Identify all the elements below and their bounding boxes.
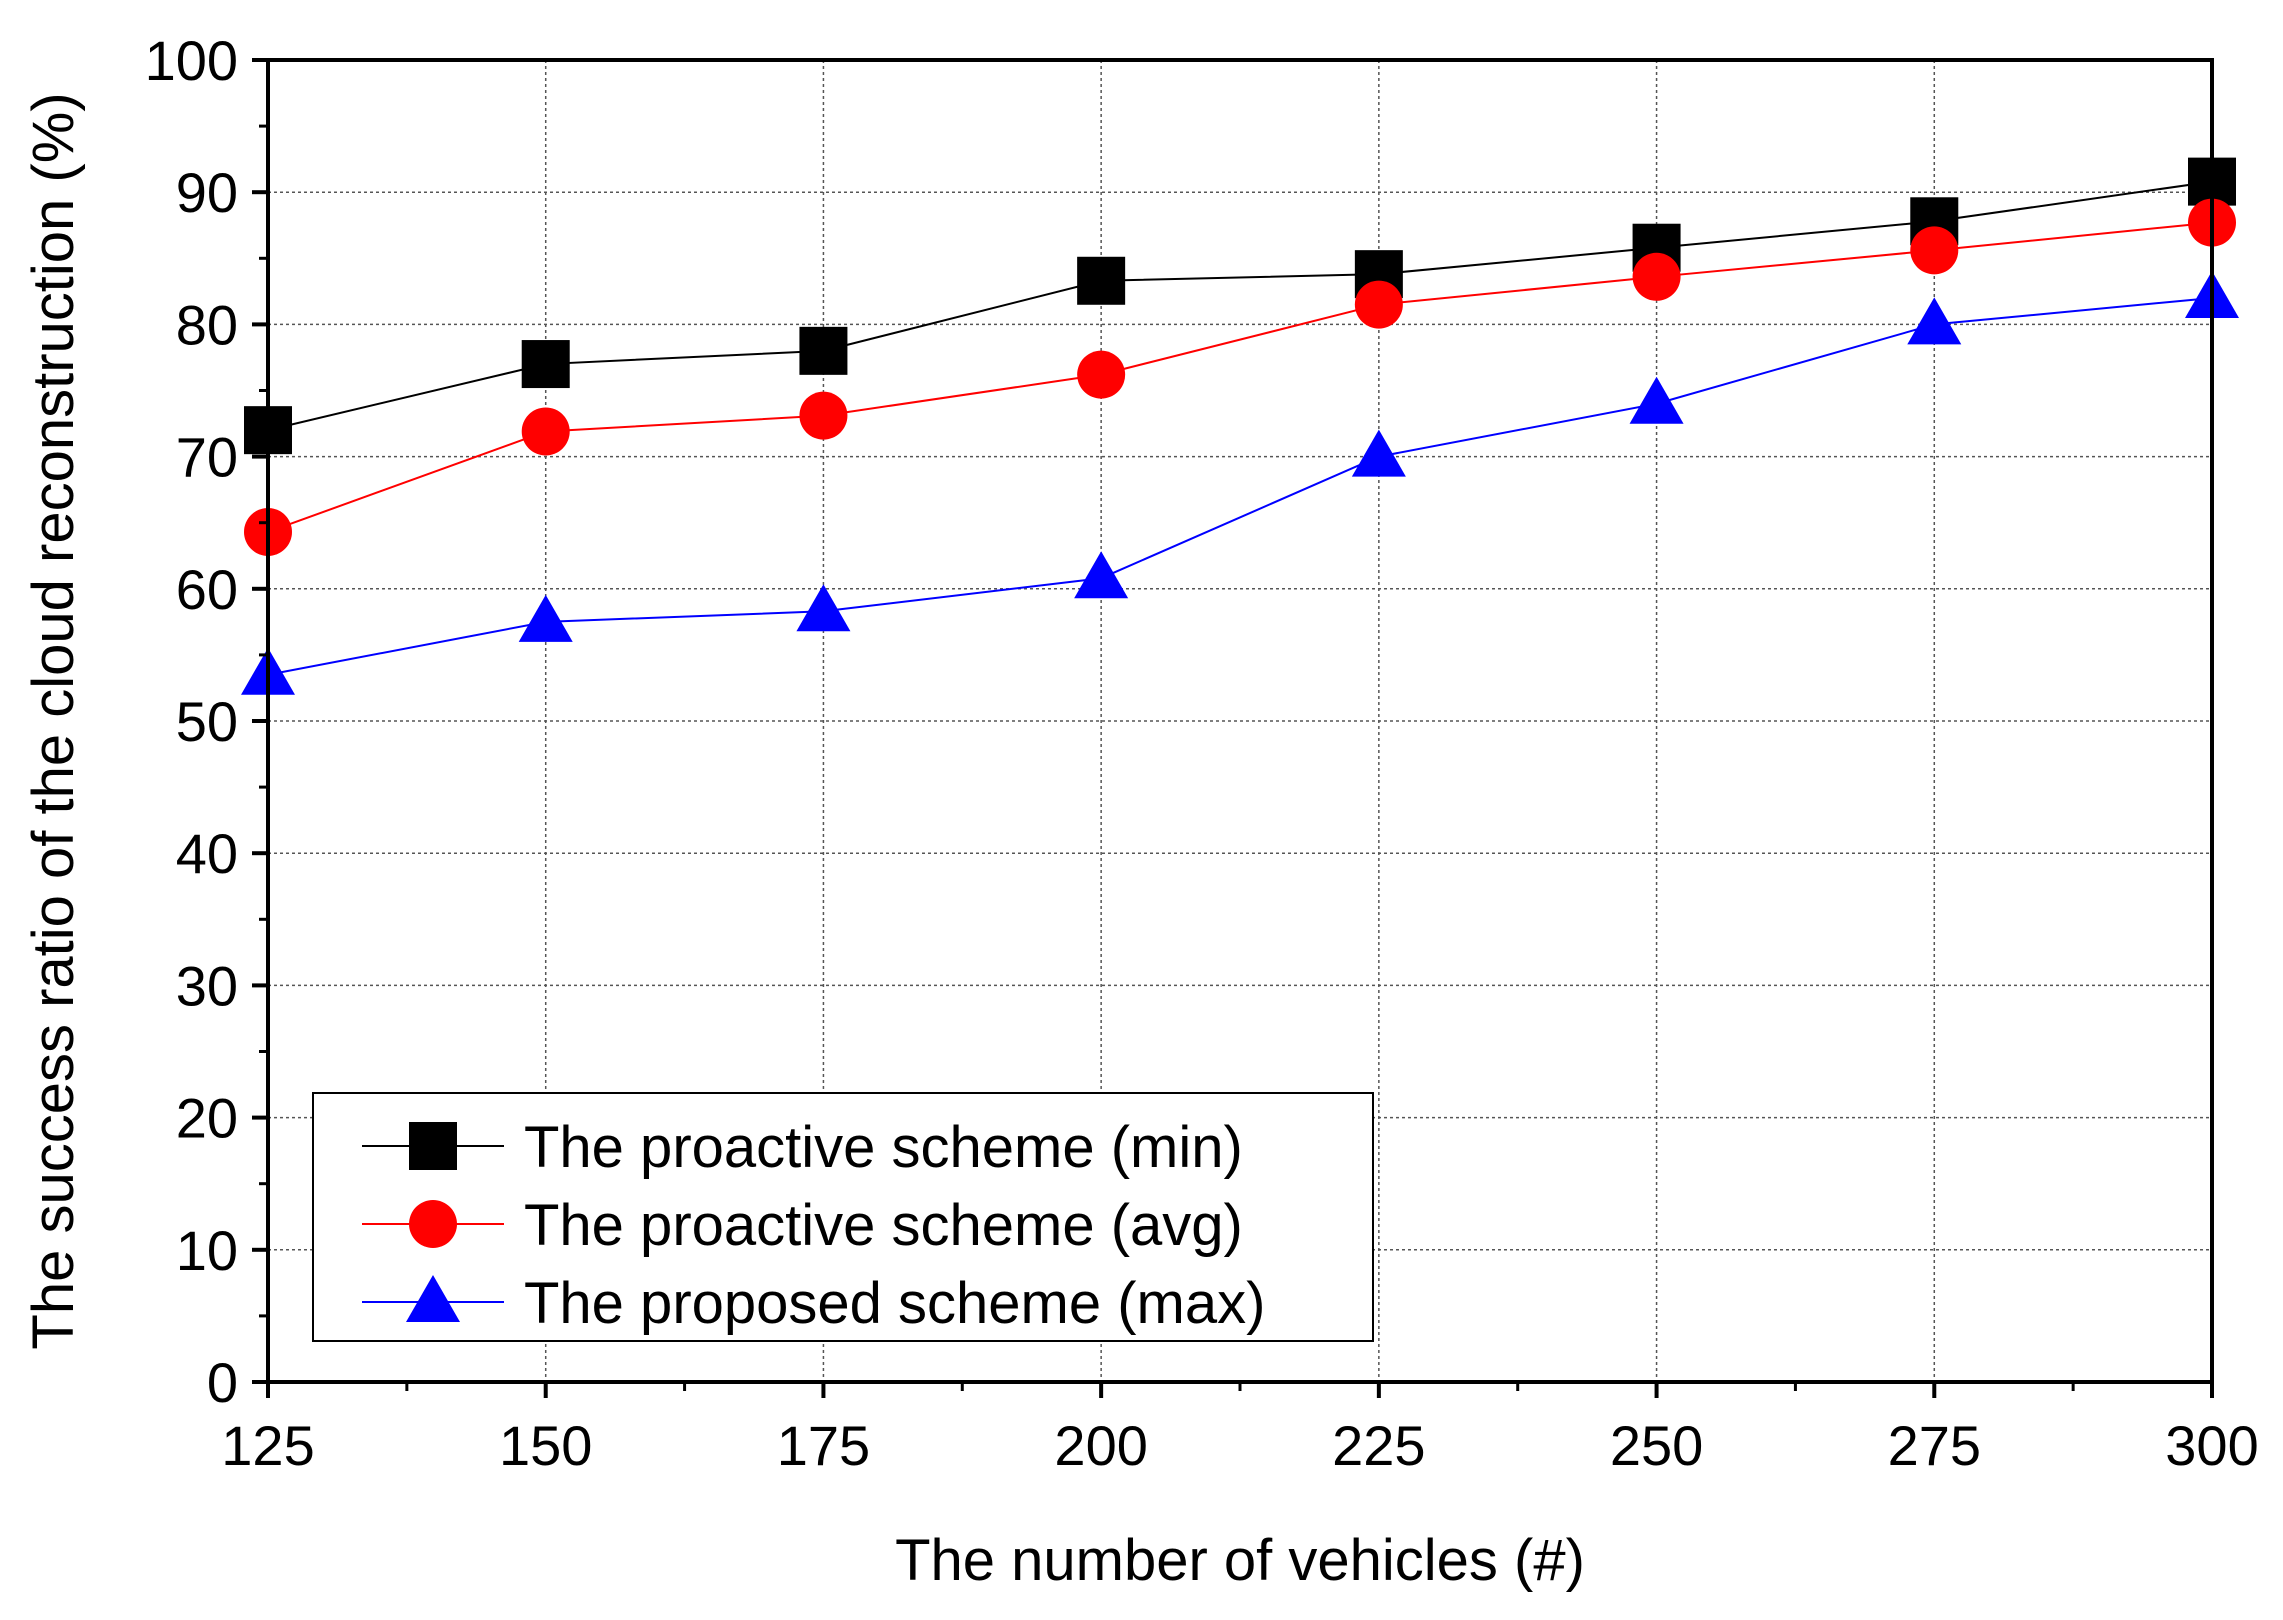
- series-2-point: [1910, 226, 1959, 275]
- series-2-point: [1632, 252, 1681, 301]
- legend-label: The proactive scheme (avg): [524, 1193, 1243, 1258]
- series-2: [244, 198, 2236, 556]
- legend: The proactive scheme (min) The proactive …: [312, 1092, 1374, 1342]
- x-axis-label: The number of vehicles (#): [895, 1528, 1585, 1593]
- y-tick-label: 80: [176, 293, 238, 356]
- series-3-point: [1351, 429, 1406, 477]
- series-1-line: [267, 180, 2213, 432]
- y-tick-label: 70: [176, 426, 238, 489]
- legend-item-1: The proactive scheme (min): [362, 1115, 1243, 1180]
- series-3-line: [267, 296, 2213, 676]
- y-tick-label: 40: [176, 822, 238, 885]
- series-1-point: [521, 340, 570, 389]
- x-tick-label: 175: [777, 1414, 870, 1477]
- series-2-point: [1354, 280, 1403, 329]
- series-1-point: [799, 326, 848, 375]
- legend-item-3: The proposed scheme (max): [362, 1271, 1265, 1336]
- y-tick-label: 50: [176, 690, 238, 753]
- series-2-line: [267, 221, 2213, 533]
- x-tick-label: 250: [1610, 1414, 1703, 1477]
- tick-labels: 125 150 175 200 225 250 275 300 0 10 20 30 40 50 60 70 8…: [145, 29, 2259, 1477]
- series-1-point: [1077, 256, 1126, 305]
- y-tick-label: 20: [176, 1087, 238, 1150]
- legend-box: [312, 1092, 1374, 1342]
- y-tick-label: 90: [176, 161, 238, 224]
- legend-marker: [406, 1275, 460, 1322]
- y-tick-label: 10: [176, 1219, 238, 1282]
- x-tick-label: 225: [1332, 1414, 1425, 1477]
- axis-ticks: [252, 58, 2214, 1398]
- series-3-point: [1629, 376, 1684, 424]
- series-3-point: [1907, 297, 1962, 345]
- legend-label: The proposed scheme (max): [524, 1271, 1265, 1336]
- y-tick-label: 60: [176, 558, 238, 621]
- x-tick-label: 125: [221, 1414, 314, 1477]
- y-tick-label: 100: [145, 29, 238, 92]
- x-tick-label: 300: [2165, 1414, 2258, 1477]
- series-3-point: [796, 584, 851, 632]
- series-3-point: [518, 594, 573, 642]
- y-axis-label: The success ratio of the cloud reconstru…: [21, 92, 86, 1349]
- series-3-point: [1074, 551, 1129, 599]
- legend-marker: [409, 1122, 457, 1170]
- x-tick-label: 150: [499, 1414, 592, 1477]
- series-2-point: [799, 391, 848, 440]
- series-3: [241, 270, 2239, 695]
- series-2-point: [1077, 350, 1126, 399]
- series-2-point: [521, 407, 570, 456]
- legend-marker: [409, 1200, 457, 1248]
- legend-item-2: The proactive scheme (avg): [362, 1193, 1243, 1258]
- legend-label: The proactive scheme (min): [524, 1115, 1243, 1180]
- x-tick-label: 275: [1888, 1414, 1981, 1477]
- y-tick-label: 0: [207, 1351, 238, 1414]
- y-tick-label: 30: [176, 954, 238, 1017]
- x-tick-label: 200: [1054, 1414, 1147, 1477]
